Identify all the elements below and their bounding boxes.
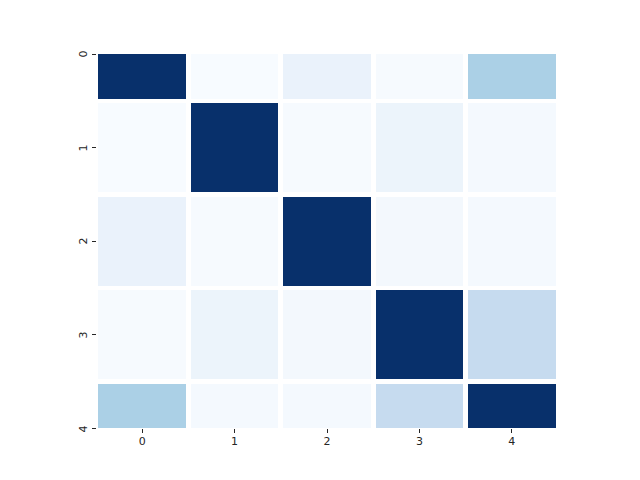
y-tick-mark: [92, 334, 96, 335]
heatmap-cell: [468, 103, 556, 192]
y-tick-label: 2: [78, 238, 89, 245]
y-tick-mark: [92, 147, 96, 148]
y-tick-label: 1: [78, 144, 89, 151]
heatmap-cell: [98, 197, 186, 286]
heatmap-cell: [468, 384, 556, 429]
x-tick-label: 3: [416, 436, 423, 447]
heatmap-cell: [283, 290, 371, 379]
heatmap-cell: [283, 197, 371, 286]
heatmap-cell: [98, 54, 186, 99]
heatmap-cell: [283, 103, 371, 192]
heatmap-cell: [98, 290, 186, 379]
y-tick-label: 0: [78, 51, 89, 58]
y-tick-label: 3: [78, 331, 89, 338]
x-tick-label: 4: [508, 436, 515, 447]
heatmap-cell: [191, 103, 279, 192]
y-tick-mark: [92, 428, 96, 429]
heatmap-cell: [468, 54, 556, 99]
x-tick-label: 2: [324, 436, 331, 447]
heatmap-cell: [98, 103, 186, 192]
y-tick-mark: [92, 241, 96, 242]
x-tick-mark: [511, 429, 512, 433]
heatmap-cell: [468, 197, 556, 286]
heatmap-cell: [98, 384, 186, 429]
x-tick-mark: [419, 429, 420, 433]
heatmap-cell: [191, 54, 279, 99]
heatmap-cell: [376, 290, 464, 379]
heatmap-cell: [376, 54, 464, 99]
heatmap-cell: [376, 384, 464, 429]
heatmap-cell: [191, 197, 279, 286]
x-tick-mark: [142, 429, 143, 433]
y-tick-mark: [92, 54, 96, 55]
x-tick-mark: [327, 429, 328, 433]
heatmap-cell: [376, 103, 464, 192]
heatmap-cell: [376, 197, 464, 286]
x-tick-label: 0: [139, 436, 146, 447]
heatmap-axes: 01234 01234: [96, 54, 558, 429]
heatmap-cell: [283, 54, 371, 99]
heatmap-cell: [191, 384, 279, 429]
y-tick-label: 4: [78, 425, 89, 432]
heatmap-cell: [191, 290, 279, 379]
x-tick-mark: [234, 429, 235, 433]
figure: 0 1 2 3 4 0 1 2 3 4: [0, 0, 640, 480]
heatmap-cell: [468, 290, 556, 379]
heatmap-cell: [283, 384, 371, 429]
x-tick-label: 1: [231, 436, 238, 447]
